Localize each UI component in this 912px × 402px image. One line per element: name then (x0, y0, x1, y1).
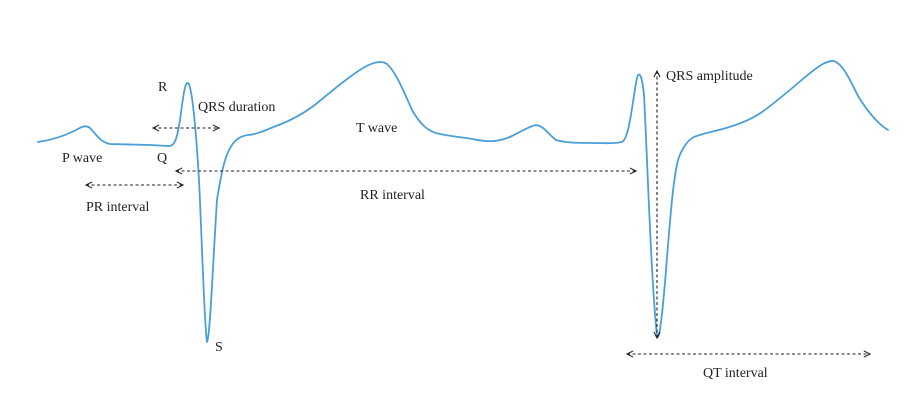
r-label: R (158, 80, 168, 95)
qrs-duration-label: QRS duration (198, 100, 275, 115)
p-wave-label: P wave (62, 151, 102, 166)
qrs-amplitude-label: QRS amplitude (666, 69, 753, 84)
q-label: Q (157, 151, 167, 166)
s-label: S (215, 340, 223, 355)
pr-interval-label: PR interval (86, 200, 149, 215)
qt-interval-label: QT interval (703, 366, 768, 381)
t-wave-label: T wave (356, 121, 397, 136)
ecg-waveform (37, 60, 889, 343)
rr-interval-label: RR interval (360, 188, 425, 203)
